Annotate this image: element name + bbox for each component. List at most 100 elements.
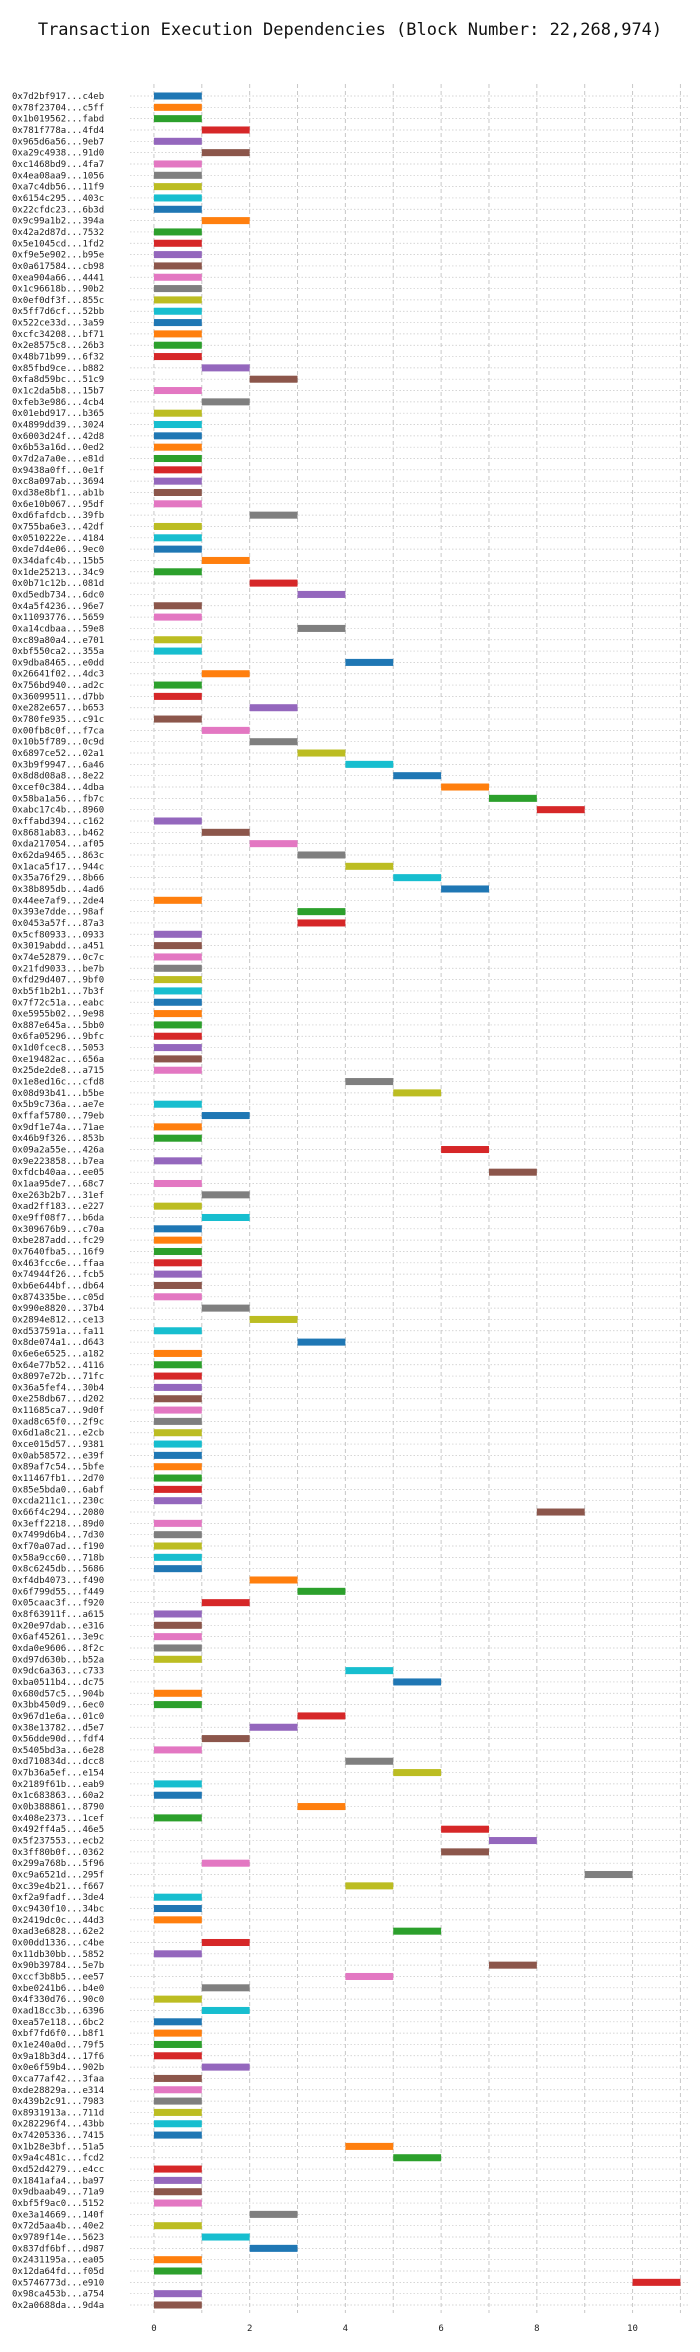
bar xyxy=(153,443,202,451)
row-label: 0x299a768b...5f96 xyxy=(12,1859,104,1869)
row-label: 0x72d5aa4b...40e2 xyxy=(12,2222,104,2232)
row-label: 0x1b28e3bf...51a5 xyxy=(12,2142,104,2152)
row-label: 0x42a2d87d...7532 xyxy=(12,228,104,238)
bar xyxy=(153,205,202,213)
row-label: 0xea904a66...4441 xyxy=(12,273,104,283)
bar xyxy=(153,1780,202,1788)
bar xyxy=(153,2131,202,2139)
x-tick-label: 2 xyxy=(247,2324,252,2334)
row-label: 0x9789f14e...5623 xyxy=(12,2233,104,2243)
bar xyxy=(153,432,202,440)
row-label: 0xe263b2b7...31ef xyxy=(12,1191,104,1201)
bar xyxy=(153,534,202,542)
bar xyxy=(201,1112,250,1120)
bar xyxy=(153,2176,202,2184)
bar xyxy=(153,1553,202,1561)
row-label: 0x4899dd39...3024 xyxy=(12,421,104,431)
row-label: 0xbe0241b6...b4e0 xyxy=(12,1984,104,1994)
bar xyxy=(345,1882,394,1890)
bar xyxy=(393,1089,442,1097)
row-label: 0x282296f4...43bb xyxy=(12,2120,104,2130)
row-label: 0x9c99a1b2...394a xyxy=(12,217,104,227)
bar xyxy=(153,1010,202,1018)
row-label: 0x5f237553...ecb2 xyxy=(12,1837,104,1847)
row-label: 0x3eff2218...89d0 xyxy=(12,1519,104,1529)
row-label: 0xc9430f10...34bc xyxy=(12,1905,104,1915)
bar xyxy=(249,704,298,712)
row-label: 0x8d8d08a8...8e22 xyxy=(12,772,104,782)
row-label: 0x3bb450d9...6ec0 xyxy=(12,1701,104,1711)
bar xyxy=(153,239,202,247)
bar xyxy=(153,987,202,995)
bar xyxy=(153,319,202,327)
row-label: 0x2894e812...ce13 xyxy=(12,1315,104,1325)
row-label: 0xd537591a...fa11 xyxy=(12,1327,104,1337)
bar xyxy=(345,658,394,666)
row-label: 0x0b71c12b...081d xyxy=(12,579,104,589)
row-label: 0xd710834d...dcc8 xyxy=(12,1757,104,1767)
bar xyxy=(153,251,202,259)
row-label: 0x408e2373...1cef xyxy=(12,1814,104,1824)
row-label: 0x439b2c91...7983 xyxy=(12,2097,104,2107)
row-label: 0xca77af42...3faa xyxy=(12,2074,104,2084)
bar xyxy=(201,1938,250,1947)
bar xyxy=(153,488,202,496)
row-label: 0xad2ff183...e227 xyxy=(12,1202,104,1212)
bar xyxy=(153,998,202,1006)
bar xyxy=(201,217,250,225)
bar xyxy=(153,171,202,179)
bar xyxy=(393,1927,442,1935)
row-label: 0x46b9f326...853b xyxy=(12,1134,104,1144)
bar xyxy=(249,1315,298,1323)
row-label: 0xc1468bd9...4fa7 xyxy=(12,160,104,170)
row-label: 0xfdcb40aa...ee05 xyxy=(12,1168,104,1178)
row-label: 0xd97d630b...b52a xyxy=(12,1655,104,1665)
row-label: 0x1d0fcec8...5053 xyxy=(12,1044,104,1054)
bar xyxy=(297,1712,346,1720)
bar xyxy=(153,1519,202,1527)
row-label: 0x1c683863...60a2 xyxy=(12,1791,104,1801)
row-label: 0xbf7fd6f0...b8f1 xyxy=(12,2029,104,2039)
bar xyxy=(153,1134,202,1142)
row-label: 0x5cf80933...0933 xyxy=(12,930,104,940)
bar xyxy=(441,885,489,893)
bar xyxy=(153,1032,202,1040)
bar xyxy=(584,1871,633,1879)
bar xyxy=(201,2006,250,2014)
bar xyxy=(153,930,202,938)
row-label: 0x34dafc4b...15b5 xyxy=(12,556,104,566)
row-label: 0xe5955b02...9e98 xyxy=(12,1010,104,1020)
bar xyxy=(153,2108,202,2116)
bar xyxy=(536,806,585,814)
bar xyxy=(153,976,202,984)
bar xyxy=(153,1123,202,1131)
bar xyxy=(153,183,202,191)
row-label: 0x7640fba5...16f9 xyxy=(12,1247,104,1257)
bar xyxy=(201,1191,250,1199)
row-label: 0x492ff4a5...46e5 xyxy=(12,1825,104,1835)
row-label: 0xa29c4938...91d0 xyxy=(12,149,104,159)
row-label: 0x780fe935...c91c xyxy=(12,715,104,725)
row-label: 0x8de074a1...d643 xyxy=(12,1338,104,1348)
bar xyxy=(153,964,202,972)
bar xyxy=(153,228,202,236)
row-label: 0xffabd394...c162 xyxy=(12,817,104,827)
bar xyxy=(153,477,202,485)
bar xyxy=(153,1610,202,1618)
row-label: 0x8f63911f...a615 xyxy=(12,1610,104,1620)
row-label: 0xd5edb734...6dc0 xyxy=(12,590,104,600)
row-label: 0x6af45261...3e9c xyxy=(12,1633,104,1643)
bar xyxy=(153,1202,202,1210)
bar xyxy=(201,828,250,836)
row-label: 0x78f23704...c5ff xyxy=(12,103,104,113)
bar xyxy=(153,613,202,621)
bar xyxy=(153,1746,202,1754)
row-label: 0x1e8ed16c...cfd8 xyxy=(12,1078,104,1088)
bar xyxy=(153,1100,202,1108)
bar xyxy=(153,1497,202,1505)
bar xyxy=(249,840,298,848)
row-label: 0x9a18b3d4...17f6 xyxy=(12,2052,104,2062)
row-label: 0x1de25213...34c9 xyxy=(12,568,104,578)
row-label: 0x66f4c294...2080 xyxy=(12,1508,104,1518)
bar xyxy=(297,749,346,757)
